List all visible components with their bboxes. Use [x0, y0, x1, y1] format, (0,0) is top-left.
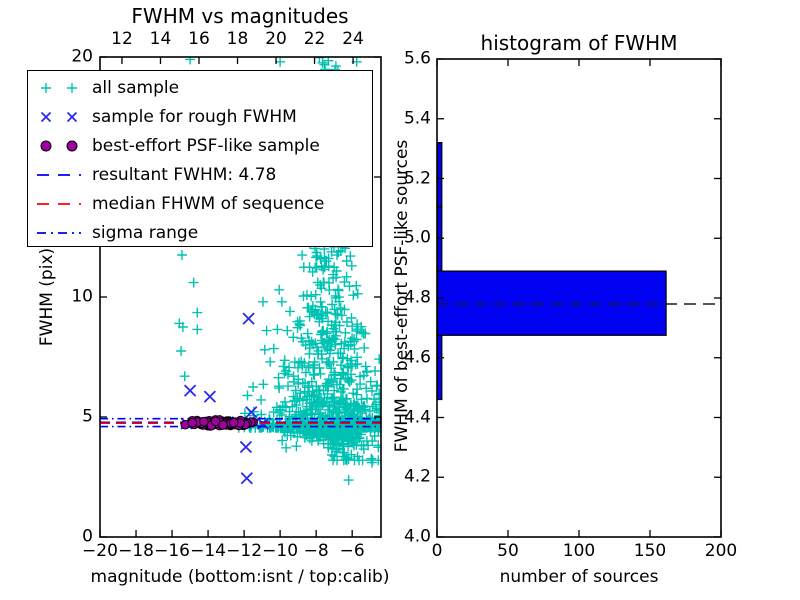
left-plot-top-tick-label: 14 — [149, 29, 172, 49]
legend-item-label: resultant FWHM: 4.78 — [92, 164, 277, 185]
right-plot-title: histogram of FWHM — [480, 31, 678, 55]
left-plot-x-tick-label: −14 — [190, 541, 227, 561]
right-plot-y-tick-label: 5.2 — [403, 168, 431, 188]
right-plot-y-tick-label: 4.2 — [403, 466, 431, 487]
left-plot-y-tick-label: 5 — [82, 406, 93, 427]
left-plot-y-tick-label: 20 — [71, 46, 93, 67]
right-plot-y-tick-label: 5.4 — [403, 108, 431, 129]
right-plot-xlabel: number of sources — [499, 567, 659, 587]
dashdot-legend-marker-icon — [37, 231, 81, 234]
left-plot-frame — [99, 56, 382, 538]
histogram-bars — [437, 142, 667, 401]
left-plot-top-tick-label: 12 — [111, 29, 133, 49]
scatter-rough-sample — [180, 312, 270, 485]
histogram-bar — [437, 206, 443, 272]
right-plot-x-tick-label: 50 — [497, 541, 519, 561]
rough-sample-markers — [180, 312, 270, 485]
circle-legend-marker-icon — [40, 140, 78, 151]
legend-item-dashdot: sigma range — [28, 218, 372, 247]
right-plot-y-tick-label: 4.0 — [403, 526, 431, 547]
right-plot-x-tick-label: 200 — [704, 541, 738, 561]
right-plot-y-tick-label: 4.4 — [403, 407, 431, 427]
legend-item-label: sample for rough FWHM — [92, 106, 297, 127]
legend-item-label: sigma range — [92, 222, 199, 243]
right-plot-x-tick-label: 150 — [633, 541, 667, 561]
left-plot-x-tick-label: −10 — [262, 541, 299, 561]
right-plot-y-tick-label: 5.6 — [403, 48, 431, 69]
left-plot-x-tick-label: −8 — [303, 541, 329, 561]
left-plot-ylabel: FWHM (pix) — [37, 247, 57, 347]
left-plot-title: FWHM vs magnitudes — [131, 4, 349, 28]
scatter-psf-sample — [180, 415, 258, 431]
left-plot-x-tick-label: −18 — [118, 541, 154, 561]
legend-item-plus: all sample — [28, 73, 372, 102]
right-plot-x-tick-label: 0 — [431, 541, 443, 561]
left-plot-top-tick-label: 24 — [342, 29, 364, 49]
left-plot-y-tick-label: 0 — [82, 526, 93, 547]
left-plot-top-tick-label: 20 — [265, 29, 287, 49]
right-plot-x-tick-label: 100 — [562, 541, 596, 561]
right-plot-y-tick-label: 4.6 — [403, 347, 431, 368]
plus-legend-marker-icon — [41, 82, 77, 93]
psf-sample-marker — [210, 416, 221, 427]
psf-sample-marker — [218, 420, 228, 430]
psf-sample-marker — [228, 417, 239, 428]
left-plot-x-tick-label: −16 — [154, 541, 190, 561]
right-plot-frame — [436, 58, 722, 538]
left-plot-x-tick-label: −12 — [226, 541, 263, 561]
psf-sample-marker — [187, 417, 198, 428]
left-plot-xlabel: magnitude (bottom:isnt / top:calib) — [90, 567, 390, 587]
dashed-legend-marker-icon — [37, 202, 81, 205]
left-plot-top-tick-label: 16 — [188, 29, 210, 49]
left-plot-top-tick-label: 18 — [226, 29, 249, 49]
left-plot-top-tick-label: 22 — [303, 29, 326, 49]
left-plot-y-tick-label: 10 — [71, 286, 93, 307]
legend-item-x: sample for rough FWHM — [28, 102, 372, 131]
right-plot-y-tick-label: 4.8 — [403, 287, 431, 308]
x-legend-marker-icon — [40, 111, 78, 122]
legend-item-dashed: median FHWM of sequence — [28, 189, 372, 218]
histogram-bar — [437, 334, 443, 401]
histogram-bar — [437, 142, 443, 208]
legend-item-label: all sample — [92, 77, 180, 98]
legend: all sample sample for rough FWHM best-effo… — [27, 70, 373, 247]
dashed-legend-marker-icon — [37, 173, 81, 176]
left-plot-x-tick-label: −6 — [339, 541, 365, 561]
legend-item-label: median FHWM of sequence — [92, 193, 325, 214]
legend-item-dashed: resultant FWHM: 4.78 — [28, 160, 372, 189]
legend-item-circle: best-effort PSF-like sample — [28, 131, 372, 160]
right-plot-y-tick-label: 5.0 — [403, 227, 431, 248]
left-plot-x-tick-label: −20 — [82, 541, 118, 561]
legend-item-label: best-effort PSF-like sample — [92, 135, 320, 156]
psf-sample-marker — [199, 416, 209, 427]
